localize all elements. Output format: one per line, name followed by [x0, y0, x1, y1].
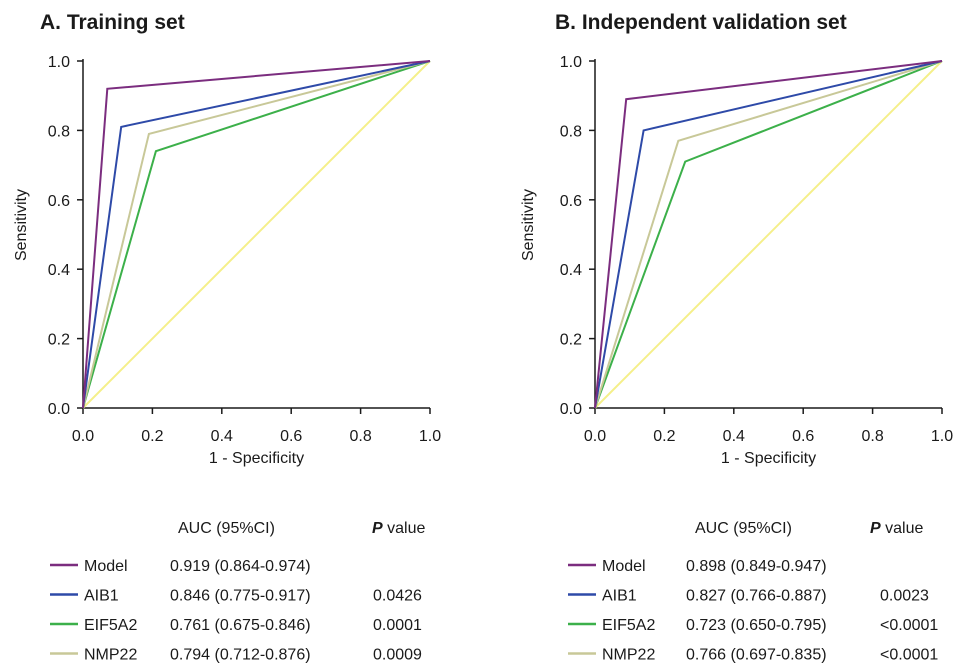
x-tick-label: 0.2 — [141, 428, 163, 445]
table-row: Model 0.898 (0.849-0.947) — [568, 558, 827, 575]
roc-line-aib1 — [82, 60, 431, 409]
row-p-value: <0.0001 — [880, 617, 938, 634]
x-tick-label: 0.6 — [792, 428, 814, 445]
y-tick-label: 0.4 — [48, 262, 70, 279]
p-symbol: P — [372, 520, 383, 537]
x-tick-label: 0.2 — [653, 428, 675, 445]
y-tick-label: 1.0 — [48, 54, 70, 71]
row-name: NMP22 — [84, 647, 137, 664]
y-tick-label: 0.2 — [560, 332, 582, 349]
table-row: EIF5A2 0.761 (0.675-0.846) 0.0001 — [50, 617, 422, 634]
row-name: NMP22 — [602, 647, 655, 664]
y-tick-label: 0.4 — [560, 262, 582, 279]
row-auc: 0.827 (0.766-0.887) — [686, 588, 827, 605]
y-tick-label: 0.2 — [48, 332, 70, 349]
row-p-value: 0.0001 — [373, 617, 422, 634]
reference-diagonal-line — [82, 60, 431, 409]
row-auc: 0.794 (0.712-0.876) — [170, 647, 311, 664]
row-name: AIB1 — [84, 588, 119, 605]
y-tick-label: 0.6 — [48, 193, 70, 210]
roc-line-model — [594, 60, 943, 409]
row-name: AIB1 — [602, 588, 637, 605]
row-name: Model — [84, 558, 128, 575]
x-axis-label: 1 - Specificity — [209, 450, 304, 467]
table-row: AIB1 0.827 (0.766-0.887) 0.0023 — [568, 588, 929, 605]
roc-line-nmp22 — [82, 60, 431, 409]
row-name: Model — [602, 558, 646, 575]
table-header-auc: AUC (95%CI) — [178, 520, 275, 537]
x-tick-label: 0.4 — [723, 428, 745, 445]
roc-line-aib1 — [594, 60, 943, 409]
row-auc: 0.761 (0.675-0.846) — [170, 617, 311, 634]
p-value-word: value — [881, 520, 924, 537]
x-tick-label: 0.8 — [349, 428, 371, 445]
row-auc: 0.766 (0.697-0.835) — [686, 647, 827, 664]
y-tick-label: 0.0 — [48, 401, 70, 418]
table-row: NMP22 0.794 (0.712-0.876) 0.0009 — [50, 647, 422, 664]
roc-line-eif5a2 — [594, 60, 943, 409]
roc-line-model — [82, 60, 431, 409]
panel-title: A. Training set — [40, 11, 185, 34]
x-tick-label: 0.0 — [72, 428, 94, 445]
panel-title: B. Independent validation set — [555, 11, 847, 34]
x-tick-label: 0.6 — [280, 428, 302, 445]
row-auc: 0.919 (0.864-0.974) — [170, 558, 311, 575]
x-tick-label: 0.8 — [861, 428, 883, 445]
table-header-p-value: P value — [870, 520, 923, 537]
row-p-value: 0.0023 — [880, 588, 929, 605]
p-value-word: value — [383, 520, 426, 537]
table-row: NMP22 0.766 (0.697-0.835) <0.0001 — [568, 647, 938, 664]
x-tick-label: 0.4 — [211, 428, 233, 445]
table-header-p-value: P value — [372, 520, 425, 537]
row-auc: 0.846 (0.775-0.917) — [170, 588, 311, 605]
y-tick-label: 0.8 — [48, 123, 70, 140]
row-p-value: 0.0009 — [373, 647, 422, 664]
row-p-value: <0.0001 — [880, 647, 938, 664]
table-header-auc: AUC (95%CI) — [695, 520, 792, 537]
y-axis-label: Sensitivity — [520, 189, 537, 261]
table-row: AIB1 0.846 (0.775-0.917) 0.0426 — [50, 588, 422, 605]
y-tick-label: 0.8 — [560, 123, 582, 140]
x-tick-label: 0.0 — [584, 428, 606, 445]
row-name: EIF5A2 — [602, 617, 655, 634]
row-auc: 0.723 (0.650-0.795) — [686, 617, 827, 634]
row-name: EIF5A2 — [84, 617, 137, 634]
reference-diagonal-line — [594, 60, 943, 409]
y-tick-label: 0.6 — [560, 193, 582, 210]
table-row: Model 0.919 (0.864-0.974) — [50, 558, 311, 575]
roc-panel-a: A. Training set 0.00.0 0.2 0.2 0.4 0.4 0.6 0.6 0… — [13, 11, 441, 664]
x-tick-label: 1.0 — [419, 428, 441, 445]
roc-line-nmp22 — [594, 60, 943, 409]
roc-line-eif5a2 — [82, 60, 431, 409]
y-tick-label: 1.0 — [560, 54, 582, 71]
p-symbol: P — [870, 520, 881, 537]
roc-panel-b: B. Independent validation set 0.00.0 0.2 0.… — [520, 11, 953, 664]
table-row: EIF5A2 0.723 (0.650-0.795) <0.0001 — [568, 617, 938, 634]
y-tick-label: 0.0 — [560, 401, 582, 418]
x-tick-label: 1.0 — [931, 428, 953, 445]
x-axis-label: 1 - Specificity — [721, 450, 816, 467]
y-axis-label: Sensitivity — [13, 189, 30, 261]
row-p-value: 0.0426 — [373, 588, 422, 605]
row-auc: 0.898 (0.849-0.947) — [686, 558, 827, 575]
